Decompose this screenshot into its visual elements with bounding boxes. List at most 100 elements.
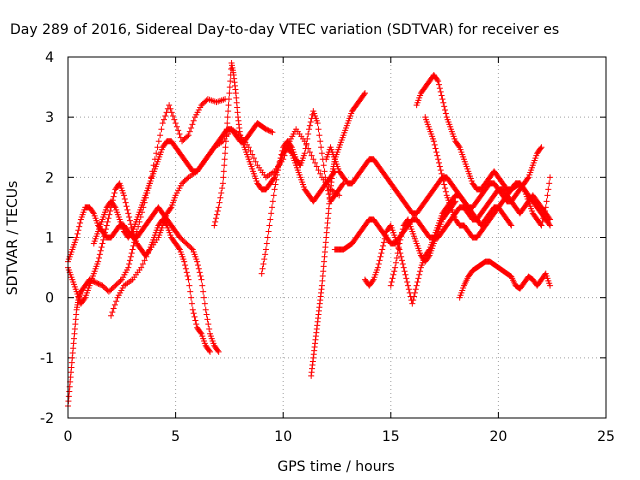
- data-point: [189, 121, 196, 128]
- data-point: [225, 108, 232, 115]
- data-point: [252, 158, 259, 165]
- data-point: [317, 170, 324, 177]
- data-point: [162, 112, 169, 119]
- data-point: [113, 298, 120, 305]
- data-point: [361, 90, 368, 97]
- data-point: [120, 192, 127, 199]
- data-point: [434, 76, 441, 83]
- data-point: [184, 133, 191, 140]
- data-point: [547, 282, 554, 289]
- data-point: [537, 145, 544, 152]
- data-point: [538, 222, 545, 229]
- data-point: [167, 205, 174, 212]
- data-point: [399, 226, 406, 233]
- data-point: [200, 288, 207, 295]
- data-point: [102, 226, 109, 233]
- data-point: [542, 204, 549, 211]
- data-point: [266, 128, 273, 135]
- data-point: [91, 279, 98, 286]
- chart-title: Day 289 of 2016, Sidereal Day-to-day VTE…: [10, 22, 559, 38]
- data-point: [406, 289, 413, 296]
- data-point: [96, 251, 103, 258]
- data-point: [145, 250, 152, 257]
- data-point: [123, 203, 130, 210]
- data-point: [324, 183, 331, 190]
- data-point: [117, 277, 124, 284]
- data-point: [425, 253, 432, 260]
- data-point: [222, 144, 229, 151]
- data-point: [214, 347, 221, 354]
- data-point: [409, 300, 416, 307]
- data-point: [317, 138, 324, 145]
- data-point: [380, 242, 387, 249]
- data-point: [73, 234, 80, 241]
- data-point: [105, 215, 112, 222]
- series-13: [422, 114, 554, 241]
- data-point: [96, 281, 103, 288]
- data-point: [172, 120, 179, 127]
- data-point: [121, 195, 128, 202]
- data-point: [176, 131, 183, 138]
- data-point: [377, 253, 384, 260]
- data-point: [439, 96, 446, 103]
- data-point: [431, 141, 438, 148]
- data-point: [392, 259, 399, 266]
- data-point: [268, 128, 275, 135]
- series-14: [456, 258, 554, 301]
- data-point: [171, 116, 178, 123]
- data-point: [394, 250, 401, 257]
- data-point: [308, 152, 315, 159]
- data-point: [250, 155, 257, 162]
- data-point: [175, 127, 182, 134]
- data-point: [261, 256, 268, 263]
- data-point: [163, 221, 170, 228]
- data-point: [438, 170, 445, 177]
- data-point: [410, 297, 417, 304]
- data-point: [271, 186, 278, 193]
- data-point: [412, 286, 419, 293]
- data-point: [401, 268, 408, 275]
- data-point: [81, 295, 88, 302]
- data-point: [416, 271, 423, 278]
- data-point: [206, 347, 213, 354]
- data-point: [266, 222, 273, 229]
- data-point: [543, 198, 550, 205]
- data-point: [74, 230, 81, 237]
- data-point: [111, 301, 118, 308]
- data-point: [111, 189, 118, 196]
- data-point: [545, 186, 552, 193]
- data-point: [258, 270, 265, 277]
- data-point: [398, 253, 405, 260]
- data-point: [155, 138, 162, 145]
- data-point: [507, 221, 514, 228]
- data-point: [321, 168, 328, 175]
- data-point: [287, 143, 294, 150]
- data-point: [388, 279, 395, 286]
- data-point: [541, 208, 548, 215]
- data-point: [539, 218, 546, 225]
- data-point: [451, 199, 458, 206]
- data-point: [432, 145, 439, 152]
- data-point: [182, 262, 189, 269]
- data-point: [273, 176, 280, 183]
- x-tick-label: 20: [489, 429, 507, 445]
- data-point: [125, 210, 132, 217]
- data-point: [128, 250, 135, 257]
- data-point: [262, 246, 269, 253]
- data-point: [110, 305, 117, 312]
- data-point: [415, 275, 422, 282]
- data-point: [275, 167, 282, 174]
- data-point: [183, 269, 190, 276]
- y-tick-label: -1: [40, 351, 54, 367]
- data-point: [129, 246, 136, 253]
- data-point: [167, 105, 174, 112]
- data-point: [185, 276, 192, 283]
- data-point: [168, 109, 175, 116]
- data-point: [315, 167, 322, 174]
- data-point: [275, 162, 282, 169]
- data-point: [440, 99, 447, 106]
- data-point: [192, 317, 199, 324]
- data-point: [430, 138, 437, 145]
- data-point: [227, 78, 234, 85]
- series-6: [211, 60, 338, 229]
